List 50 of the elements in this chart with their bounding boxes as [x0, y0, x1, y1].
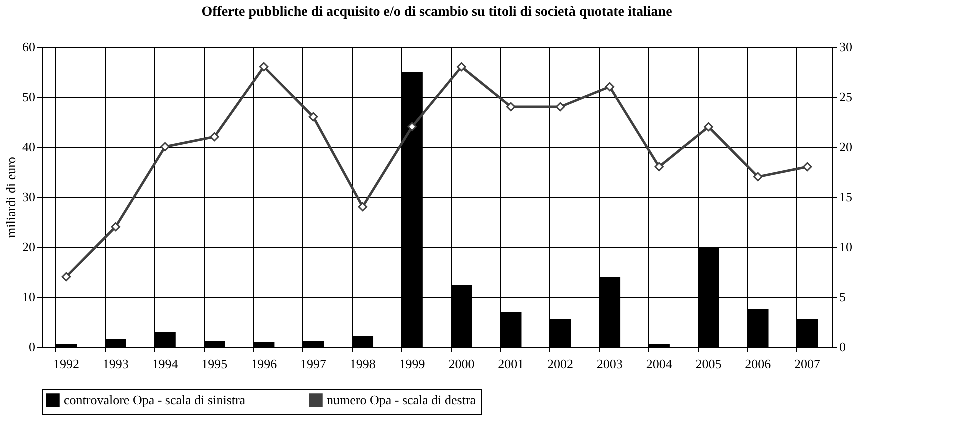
- point: [408, 122, 417, 132]
- x-tick-label: 1999: [399, 356, 426, 372]
- point: [160, 142, 170, 152]
- y-tick-label: 50: [22, 90, 36, 104]
- y2-tick-label: 25: [840, 90, 852, 104]
- point: [62, 272, 72, 282]
- point: [704, 122, 714, 132]
- y2-tick-label: 30: [840, 40, 852, 54]
- point: [654, 162, 664, 172]
- point: [210, 132, 220, 142]
- y2-tick-label: 5: [840, 290, 846, 304]
- x-tick-label: 1994: [152, 356, 179, 372]
- y2-tick-label: 20: [840, 140, 852, 154]
- x-tick-label: 1996: [251, 356, 278, 372]
- x-tick-label: 2003: [596, 356, 623, 372]
- y-tick-label: 20: [22, 240, 36, 254]
- x-tick-label: 1998: [350, 356, 376, 372]
- point: [802, 162, 812, 172]
- y-axis-title: miliardi di euro: [4, 157, 18, 238]
- point: [605, 82, 615, 92]
- legend-label: numero Opa - scala di destra: [327, 392, 476, 408]
- y-tick-label: 30: [22, 190, 36, 204]
- x-tick-label: 2002: [548, 356, 574, 372]
- point: [308, 112, 318, 122]
- point: [259, 62, 269, 72]
- point: [556, 102, 566, 112]
- x-tick-label: 1993: [102, 356, 129, 372]
- point: [358, 202, 368, 212]
- y-tick-label: 40: [22, 140, 36, 154]
- y2-tick-label: 15: [840, 190, 852, 204]
- point: [457, 62, 466, 72]
- x-tick-label: 2001: [498, 356, 524, 372]
- legend-label: controvalore Opa - scala di sinistra: [64, 392, 246, 408]
- chart-title: Offerte pubbliche di acquisito e/o di scambio su titoli di società quotate italiane: [202, 5, 672, 20]
- point: [111, 222, 120, 232]
- y2-tick-label: 10: [840, 240, 852, 254]
- x-tick-label: 1997: [300, 356, 327, 372]
- point: [754, 172, 763, 182]
- x-tick-label: 2004: [646, 356, 673, 372]
- x-tick-label: 2000: [448, 356, 475, 372]
- x-tick-label: 1995: [202, 356, 228, 372]
- y-tick-label: 60: [22, 40, 36, 54]
- x-tick-label: 2005: [696, 356, 722, 372]
- point: [506, 102, 516, 112]
- y-tick-label: 10: [22, 290, 36, 304]
- x-tick-label: 2006: [745, 356, 772, 372]
- y-tick-label: 0: [29, 340, 36, 354]
- x-tick-label: 1992: [53, 356, 80, 372]
- x-tick-label: 2007: [794, 356, 822, 372]
- y2-tick-label: 0: [840, 340, 846, 354]
